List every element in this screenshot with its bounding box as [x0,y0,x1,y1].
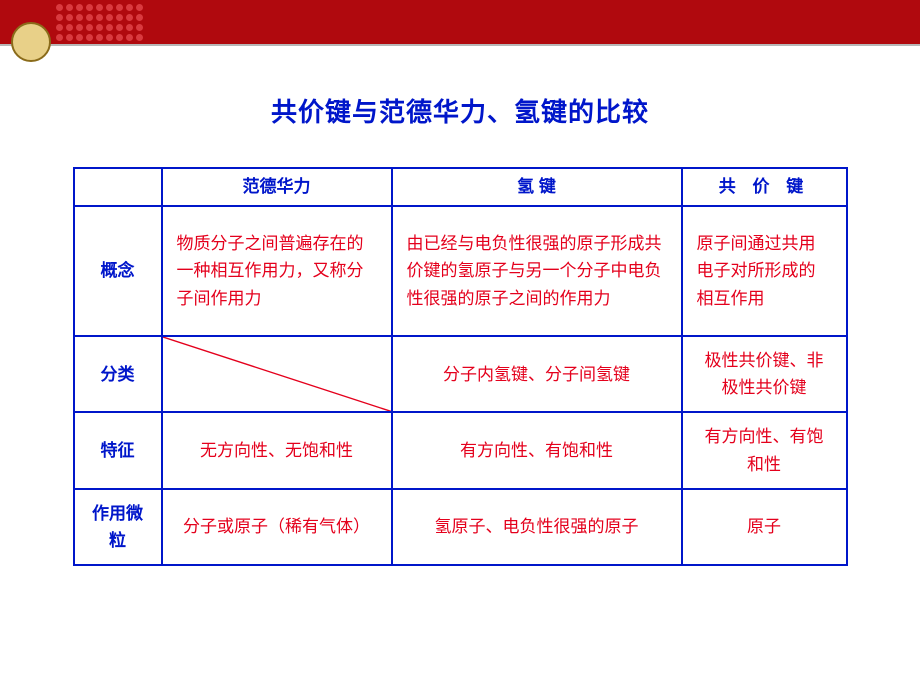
dots-decoration [56,4,144,42]
cell-feature-hbond: 有方向性、有饱和性 [392,412,682,488]
table-header-row: 范德华力 氢 键 共 价 键 [74,168,847,206]
label-feature: 特征 [74,412,162,488]
row-classification: 分类 分子内氢键、分子间氢键 极性共价键、非极性共价键 [74,336,847,412]
cell-concept-vdw: 物质分子之间普遍存在的一种相互作用力，又称分子间作用力 [162,206,392,336]
row-particle: 作用微粒 分子或原子（稀有气体） 氢原子、电负性很强的原子 原子 [74,489,847,565]
cell-particle-vdw: 分子或原子（稀有气体） [162,489,392,565]
cell-feature-covalent: 有方向性、有饱和性 [682,412,847,488]
label-classification: 分类 [74,336,162,412]
banner-underline [0,44,920,46]
cell-particle-covalent: 原子 [682,489,847,565]
header-vanderwaals: 范德华力 [162,168,392,206]
cell-class-covalent: 极性共价键、非极性共价键 [682,336,847,412]
diagonal-line-icon [163,337,391,411]
label-concept: 概念 [74,206,162,336]
header-covalent: 共 价 键 [682,168,847,206]
cell-class-empty [162,336,392,412]
row-concept: 概念 物质分子之间普遍存在的一种相互作用力，又称分子间作用力 由已经与电负性很强… [74,206,847,336]
cell-particle-hbond: 氢原子、电负性很强的原子 [392,489,682,565]
comparison-table: 范德华力 氢 键 共 价 键 概念 物质分子之间普遍存在的一种相互作用力，又称分… [73,167,848,566]
header-empty [74,168,162,206]
logo-icon [11,22,51,62]
cell-concept-covalent: 原子间通过共用电子对所形成的相互作用 [682,206,847,336]
top-banner [0,0,920,44]
header-hydrogen: 氢 键 [392,168,682,206]
cell-class-hbond: 分子内氢键、分子间氢键 [392,336,682,412]
page-title: 共价键与范德华力、氢键的比较 [0,92,920,129]
label-particle: 作用微粒 [74,489,162,565]
cell-concept-hbond: 由已经与电负性很强的原子形成共价键的氢原子与另一个分子中电负性很强的原子之间的作… [392,206,682,336]
cell-feature-vdw: 无方向性、无饱和性 [162,412,392,488]
row-feature: 特征 无方向性、无饱和性 有方向性、有饱和性 有方向性、有饱和性 [74,412,847,488]
